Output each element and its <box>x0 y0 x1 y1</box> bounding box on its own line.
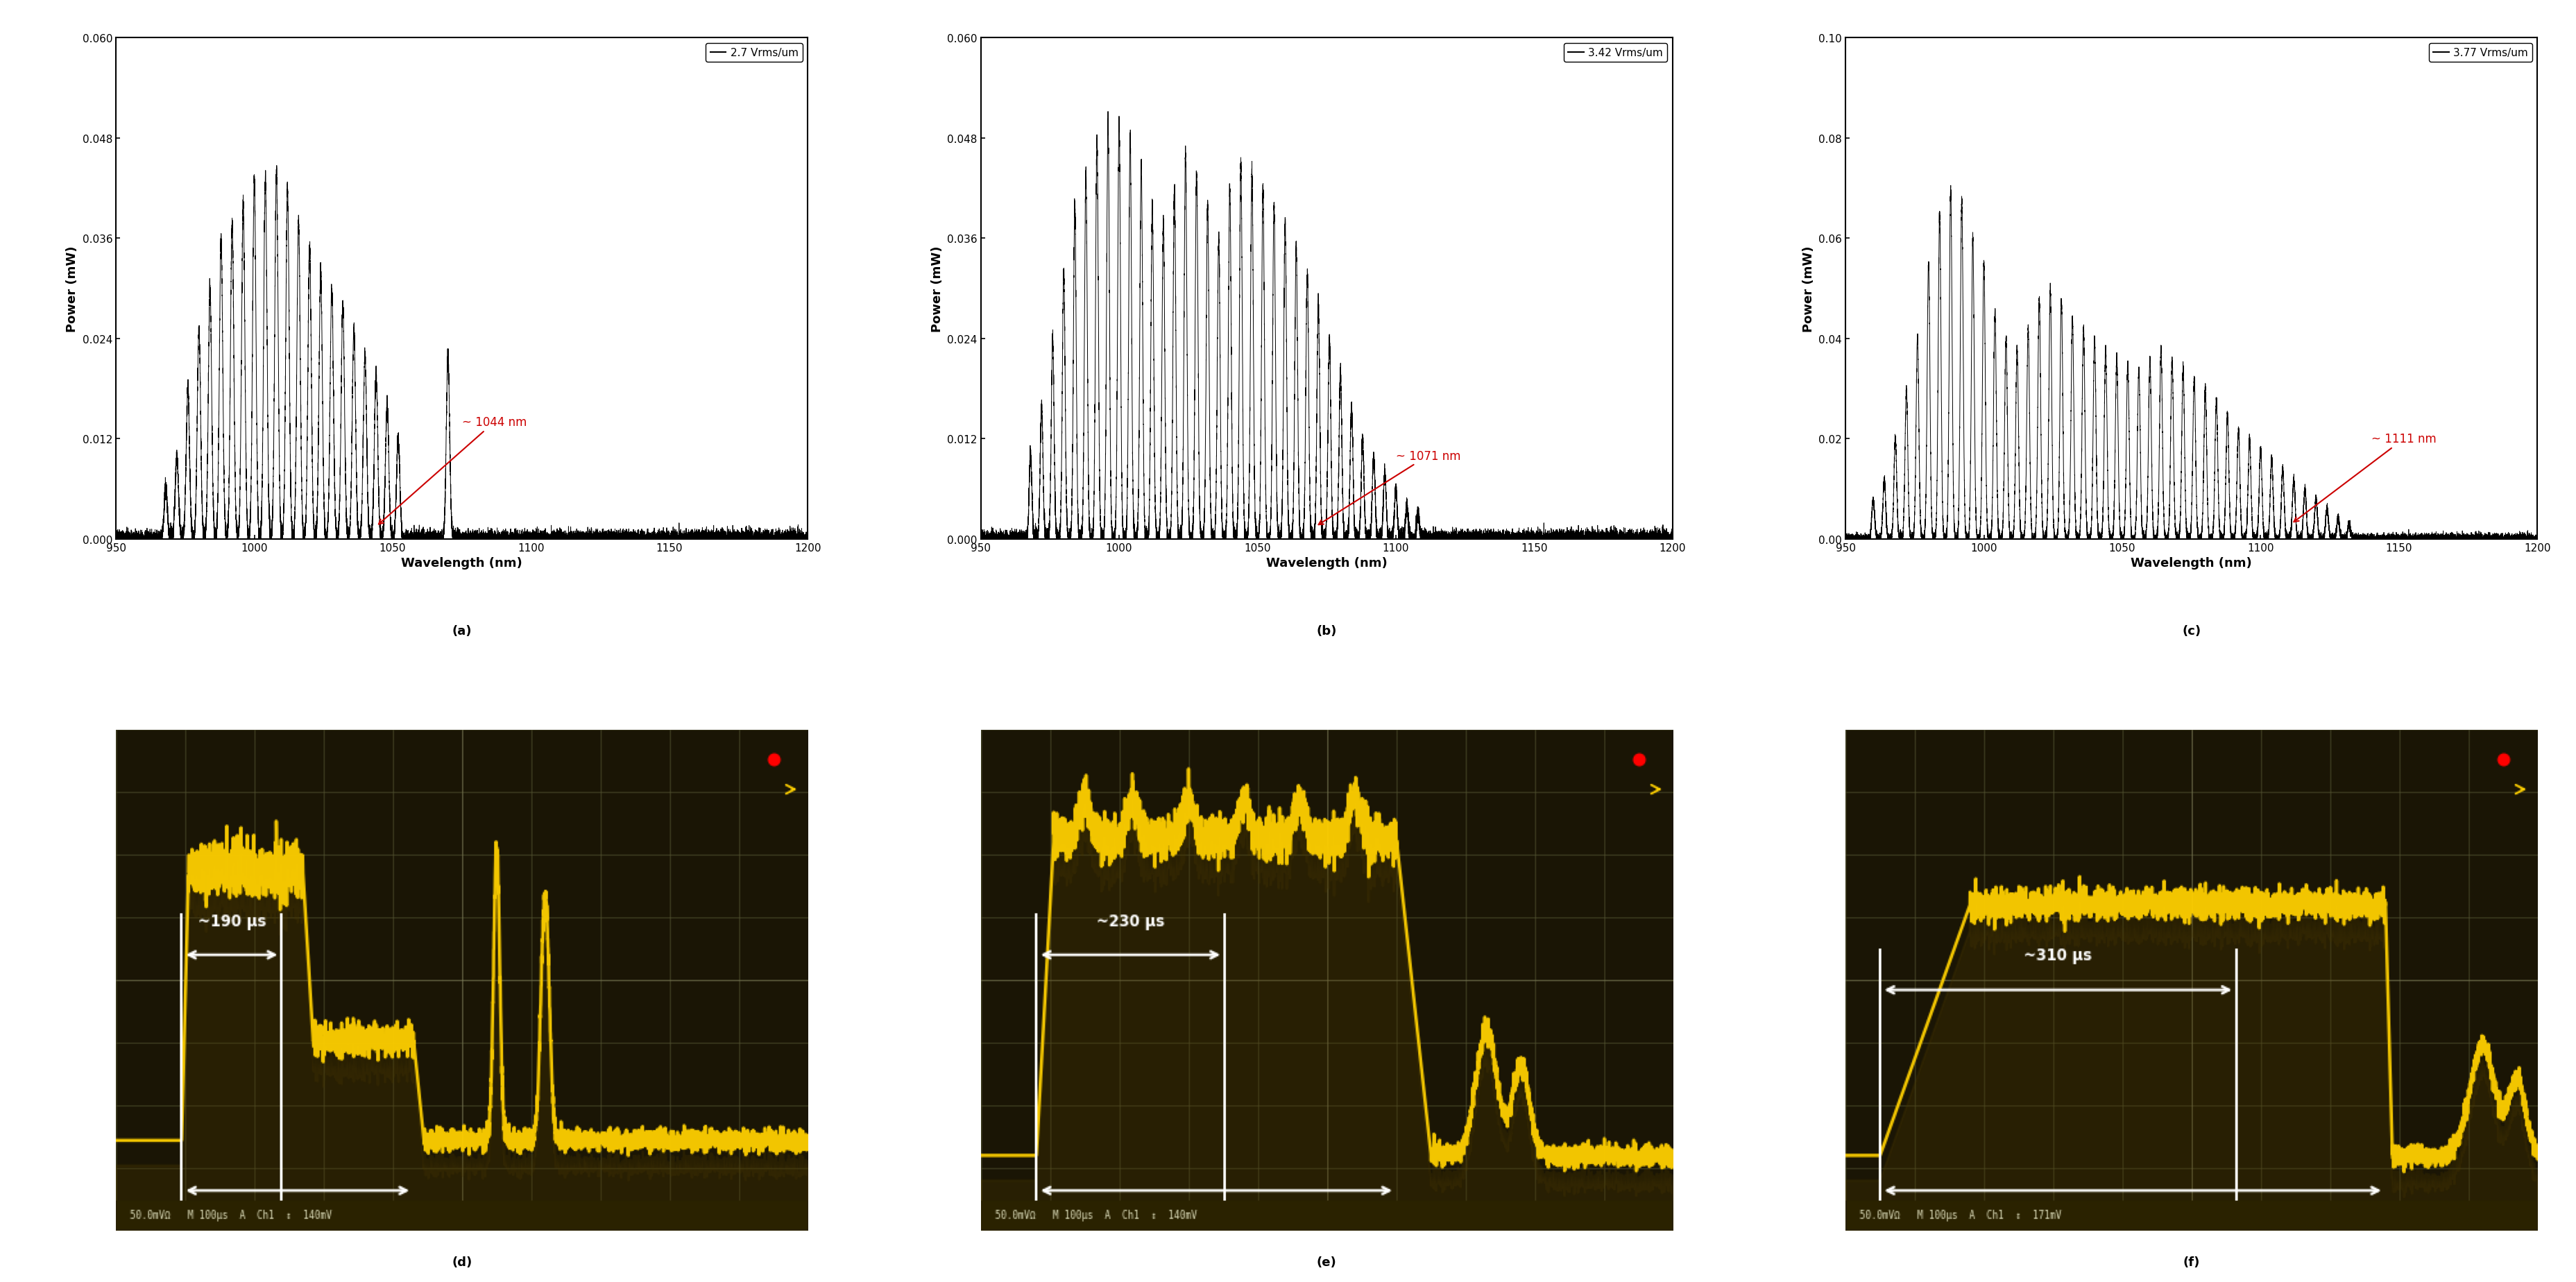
X-axis label: Wavelength (nm): Wavelength (nm) <box>1265 558 1388 569</box>
Y-axis label: Power (mW): Power (mW) <box>67 246 77 332</box>
Text: ~ 1044 nm: ~ 1044 nm <box>379 417 526 524</box>
Text: (e): (e) <box>1316 1256 1337 1268</box>
Y-axis label: Power (mW): Power (mW) <box>1803 246 1814 332</box>
Text: ~ 1071 nm: ~ 1071 nm <box>1319 450 1461 526</box>
Text: (c): (c) <box>2182 624 2200 637</box>
Text: (d): (d) <box>451 1256 471 1268</box>
Text: ~ 1111 nm: ~ 1111 nm <box>2293 433 2437 522</box>
Legend: 3.77 Vrms/um: 3.77 Vrms/um <box>2429 44 2532 63</box>
Legend: 3.42 Vrms/um: 3.42 Vrms/um <box>1564 44 1667 63</box>
X-axis label: Wavelength (nm): Wavelength (nm) <box>2130 558 2251 569</box>
Text: (a): (a) <box>451 624 471 637</box>
Y-axis label: Power (mW): Power (mW) <box>930 246 943 332</box>
Text: (b): (b) <box>1316 624 1337 637</box>
Text: (f): (f) <box>2182 1256 2200 1268</box>
Legend: 2.7 Vrms/um: 2.7 Vrms/um <box>706 44 804 63</box>
X-axis label: Wavelength (nm): Wavelength (nm) <box>402 558 523 569</box>
